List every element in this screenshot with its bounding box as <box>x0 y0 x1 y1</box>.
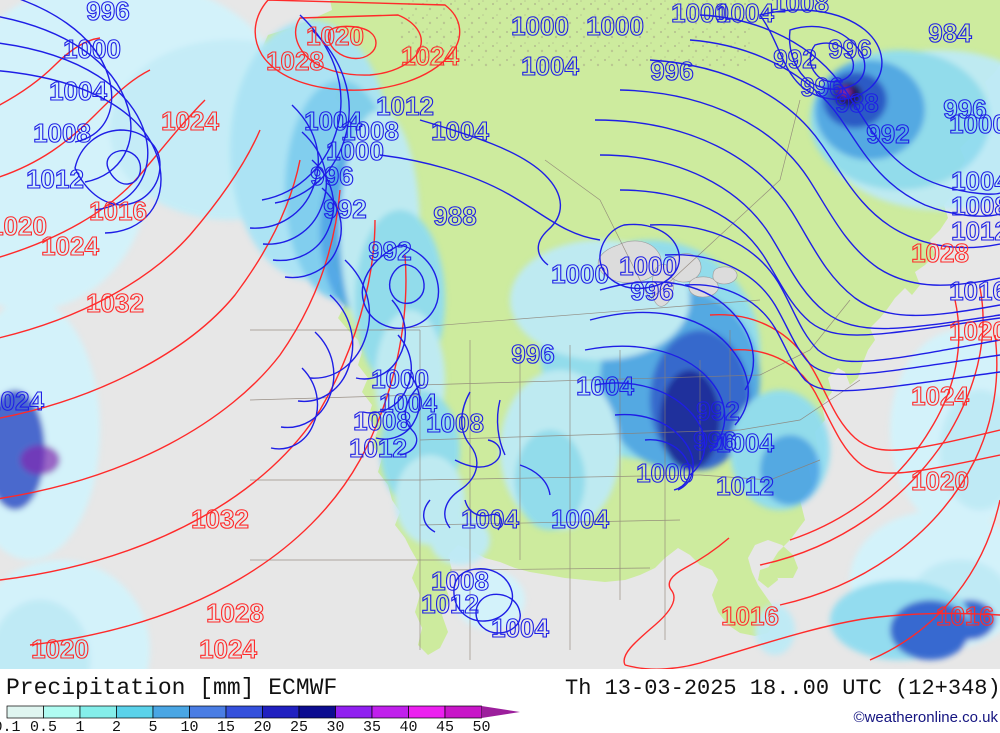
svg-text:1016: 1016 <box>949 276 1000 306</box>
svg-text:996: 996 <box>511 339 554 369</box>
svg-text:1020: 1020 <box>31 634 89 664</box>
svg-text:35: 35 <box>363 719 381 733</box>
svg-text:996: 996 <box>650 56 693 86</box>
svg-text:1008: 1008 <box>353 406 411 436</box>
svg-text:1024: 1024 <box>41 231 99 261</box>
svg-text:10: 10 <box>180 719 198 733</box>
svg-text:996: 996 <box>310 161 353 191</box>
svg-text:1032: 1032 <box>191 504 249 534</box>
svg-text:992: 992 <box>368 236 411 266</box>
svg-text:1004: 1004 <box>521 51 579 81</box>
svg-text:1000: 1000 <box>949 109 1000 139</box>
svg-text:1016: 1016 <box>721 601 779 631</box>
svg-text:1020: 1020 <box>306 21 364 51</box>
svg-text:©weatheronline.co.uk: ©weatheronline.co.uk <box>854 709 999 726</box>
svg-text:1024: 1024 <box>911 381 969 411</box>
svg-text:1024: 1024 <box>199 634 257 664</box>
svg-text:988: 988 <box>433 201 476 231</box>
svg-text:1004: 1004 <box>551 504 609 534</box>
svg-text:996: 996 <box>828 34 871 64</box>
svg-text:45: 45 <box>436 719 454 733</box>
svg-text:1024: 1024 <box>401 41 459 71</box>
svg-text:1020: 1020 <box>911 466 969 496</box>
svg-text:5: 5 <box>148 719 157 733</box>
svg-text:992: 992 <box>866 119 909 149</box>
svg-text:1016: 1016 <box>936 601 994 631</box>
svg-text:1008: 1008 <box>426 408 484 438</box>
svg-text:996: 996 <box>86 0 129 26</box>
svg-text:1000: 1000 <box>636 458 694 488</box>
svg-text:1028: 1028 <box>911 238 969 268</box>
svg-text:1008: 1008 <box>33 118 91 148</box>
svg-text:984: 984 <box>928 18 972 48</box>
svg-text:1000: 1000 <box>63 34 121 64</box>
svg-text:996: 996 <box>630 276 673 306</box>
svg-text:1012: 1012 <box>421 589 479 619</box>
svg-text:1004: 1004 <box>49 76 107 106</box>
svg-text:Th 13-03-2025 18..00 UTC (12+3: Th 13-03-2025 18..00 UTC (12+348) <box>565 676 1000 701</box>
svg-text:1016: 1016 <box>89 196 147 226</box>
svg-text:1004: 1004 <box>716 0 774 28</box>
svg-text:988: 988 <box>835 88 878 118</box>
svg-text:1004: 1004 <box>461 504 519 534</box>
svg-text:50: 50 <box>472 719 490 733</box>
svg-text:1024: 1024 <box>161 106 219 136</box>
svg-text:1000: 1000 <box>586 11 644 41</box>
svg-text:1028: 1028 <box>206 598 264 628</box>
svg-text:2: 2 <box>112 719 121 733</box>
svg-text:1012: 1012 <box>26 164 84 194</box>
svg-text:1004: 1004 <box>491 613 549 643</box>
svg-text:1: 1 <box>75 719 84 733</box>
svg-text:30: 30 <box>326 719 344 733</box>
svg-text:1012: 1012 <box>716 471 774 501</box>
svg-text:Precipitation [mm] ECMWF: Precipitation [mm] ECMWF <box>6 675 337 701</box>
svg-text:1032: 1032 <box>86 288 144 318</box>
svg-text:1008: 1008 <box>771 0 829 18</box>
svg-text:1004: 1004 <box>304 106 362 136</box>
svg-text:0.1: 0.1 <box>0 719 21 733</box>
svg-text:0.5: 0.5 <box>30 719 57 733</box>
svg-text:992: 992 <box>773 44 816 74</box>
svg-text:992: 992 <box>696 396 739 426</box>
svg-text:1004: 1004 <box>716 428 774 458</box>
svg-text:20: 20 <box>253 719 271 733</box>
svg-text:1000: 1000 <box>511 11 569 41</box>
svg-text:15: 15 <box>217 719 235 733</box>
svg-text:1020: 1020 <box>949 316 1000 346</box>
svg-text:1020: 1020 <box>0 211 47 241</box>
svg-text:1024: 1024 <box>0 386 44 416</box>
svg-text:992: 992 <box>323 194 366 224</box>
svg-text:40: 40 <box>399 719 417 733</box>
svg-text:25: 25 <box>290 719 308 733</box>
svg-text:1004: 1004 <box>576 371 634 401</box>
svg-text:1000: 1000 <box>551 259 609 289</box>
svg-text:1004: 1004 <box>431 116 489 146</box>
svg-text:1012: 1012 <box>349 433 407 463</box>
